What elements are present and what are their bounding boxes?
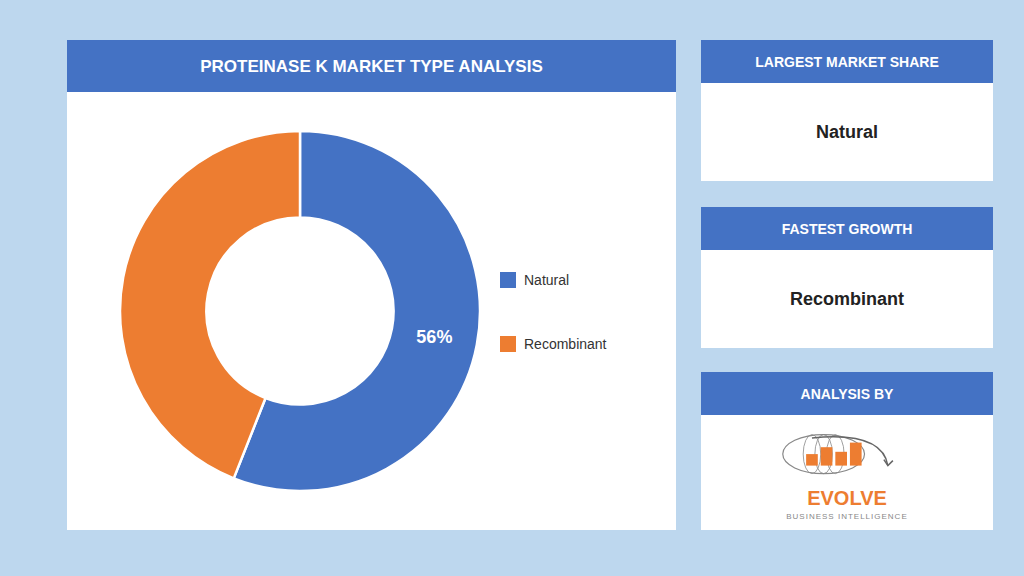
logo-bar <box>806 454 818 466</box>
sidebar-panel <box>701 83 993 181</box>
sidebar-value: Natural <box>816 122 878 142</box>
sidebar-panel <box>701 415 993 530</box>
sidebar-panel <box>701 250 993 348</box>
logo-text: EVOLVE <box>807 487 887 509</box>
sidebar-heading: ANALYSIS BY <box>801 386 895 402</box>
donut-slice <box>120 131 300 478</box>
logo-globe <box>783 435 865 474</box>
logo-meridian <box>803 435 821 474</box>
chart-canvas: PROTEINASE K MARKET TYPE ANALYSIS 56% Natu… <box>0 0 1024 576</box>
logo-subtext: BUSINESS INTELLIGENCE <box>786 512 907 521</box>
sidebar-heading: FASTEST GROWTH <box>782 221 913 237</box>
sidebar-header <box>701 40 993 83</box>
sidebar-value: Recombinant <box>790 289 904 309</box>
donut <box>120 131 480 491</box>
legend-swatch <box>500 336 516 352</box>
sidebar-heading: LARGEST MARKET SHARE <box>755 54 939 70</box>
chart-title: PROTEINASE K MARKET TYPE ANALYSIS <box>200 57 543 76</box>
legend-label: Natural <box>524 272 569 288</box>
legend-label: Recombinant <box>524 336 607 352</box>
logo-swoosh <box>812 437 888 466</box>
data-label: 56% <box>416 327 452 347</box>
sidebar-header <box>701 372 993 415</box>
logo-bar <box>835 452 847 466</box>
logo-bar <box>850 443 862 466</box>
sidebar-header <box>701 207 993 250</box>
legend: Natural Recombinant <box>500 272 607 352</box>
background <box>0 0 1024 576</box>
logo-arrowhead <box>884 460 893 466</box>
chart-panel <box>67 92 676 530</box>
title-header <box>67 40 676 92</box>
logo-bar <box>821 447 833 465</box>
logo <box>783 435 893 474</box>
legend-swatch <box>500 272 516 288</box>
